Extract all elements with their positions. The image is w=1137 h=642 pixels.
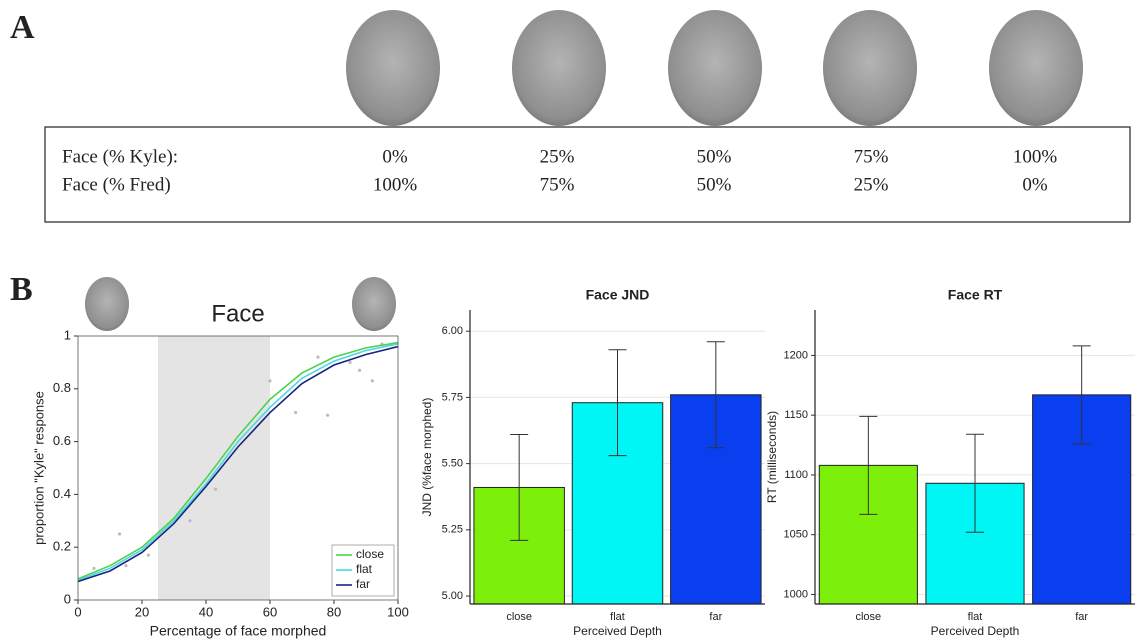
- face-image: [346, 10, 440, 126]
- y-tick-label: 1100: [784, 469, 808, 481]
- observed-point: [316, 356, 319, 359]
- table-cell: 0%: [382, 146, 408, 167]
- x-tick-label: 60: [263, 604, 277, 619]
- legend-label: close: [356, 547, 384, 561]
- y-tick-label: 1050: [784, 529, 808, 541]
- table-border: [45, 127, 1130, 222]
- y-axis-label: JND (%face morphed): [420, 398, 434, 517]
- x-tick-label: 40: [199, 604, 213, 619]
- observed-point: [371, 379, 374, 382]
- chart-title: Face JND: [586, 287, 650, 303]
- table-cell: 100%: [1013, 146, 1058, 167]
- y-axis-label: proportion "Kyle" response: [31, 391, 46, 545]
- panel-label: B: [10, 271, 33, 308]
- face-image: [85, 277, 129, 331]
- observed-point: [348, 361, 351, 364]
- x-tick-label: flat: [610, 611, 625, 623]
- y-tick-label: 0.6: [53, 433, 71, 448]
- face-image: [352, 277, 396, 331]
- observed-point: [92, 567, 95, 570]
- y-tick-label: 1150: [784, 409, 808, 421]
- face-image: [512, 10, 606, 126]
- x-tick-label: flat: [968, 611, 983, 623]
- table-cell: Face (% Kyle):: [62, 146, 178, 167]
- observed-point: [188, 519, 191, 522]
- x-tick-label: 100: [387, 604, 409, 619]
- chart-title: Face RT: [948, 287, 1003, 303]
- x-axis-label: Perceived Depth: [573, 624, 662, 638]
- table-cell: 100%: [373, 174, 418, 195]
- table-cell: 50%: [697, 174, 732, 195]
- y-tick-label: 0: [64, 591, 71, 606]
- table-cell: 0%: [1022, 174, 1048, 195]
- table-cell: 25%: [540, 146, 575, 167]
- table-cell: 50%: [697, 146, 732, 167]
- observed-point: [214, 488, 217, 491]
- table-cell: 25%: [854, 174, 889, 195]
- y-tick-label: 6.00: [442, 325, 463, 337]
- x-tick-label: 20: [135, 604, 149, 619]
- observed-point: [118, 532, 121, 535]
- x-tick-label: close: [506, 611, 532, 623]
- y-tick-label: 5.00: [442, 590, 463, 602]
- legend-label: far: [356, 577, 370, 591]
- x-tick-label: 0: [74, 604, 81, 619]
- x-axis-label: Perceived Depth: [931, 624, 1020, 638]
- observed-point: [124, 564, 127, 567]
- observed-point: [147, 554, 150, 557]
- y-tick-label: 0.8: [53, 380, 71, 395]
- face-image: [668, 10, 762, 126]
- observed-point: [268, 379, 271, 382]
- x-tick-label: far: [709, 611, 722, 623]
- faces: [85, 10, 1083, 331]
- x-tick-label: close: [855, 611, 881, 623]
- y-tick-label: 0.2: [53, 539, 71, 554]
- table: Face (% Kyle): 0% 25% 50% 75% 100% Face (% Fre…: [62, 146, 1057, 195]
- y-tick-label: 5.25: [442, 524, 463, 536]
- figure: A B Face (% Kyle):0%25%50%75%100%Face (%…: [0, 0, 1137, 642]
- y-tick-label: 1000: [784, 588, 808, 600]
- y-tick-label: 5.50: [442, 458, 463, 470]
- table-cell: Face (% Fred): [62, 174, 171, 195]
- panel-label: A: [10, 9, 35, 46]
- legend-label: flat: [356, 562, 373, 576]
- x-tick-label: far: [1075, 611, 1088, 623]
- y-tick-label: 5.75: [442, 391, 463, 403]
- y-tick-label: 0.4: [53, 486, 71, 501]
- y-axis-label: RT (milliseconds): [765, 411, 779, 503]
- y-tick-label: 1: [64, 327, 71, 342]
- x-axis-label: Percentage of face morphed: [150, 623, 327, 639]
- table-cell: 75%: [854, 146, 889, 167]
- chart-title: Face: [211, 300, 264, 327]
- x-tick-label: 80: [327, 604, 341, 619]
- observed-point: [358, 369, 361, 372]
- y-tick-label: 1200: [784, 349, 808, 361]
- observed-point: [294, 411, 297, 414]
- face-image: [989, 10, 1083, 126]
- observed-point: [326, 414, 329, 417]
- face-image: [823, 10, 917, 126]
- table-cell: 75%: [540, 174, 575, 195]
